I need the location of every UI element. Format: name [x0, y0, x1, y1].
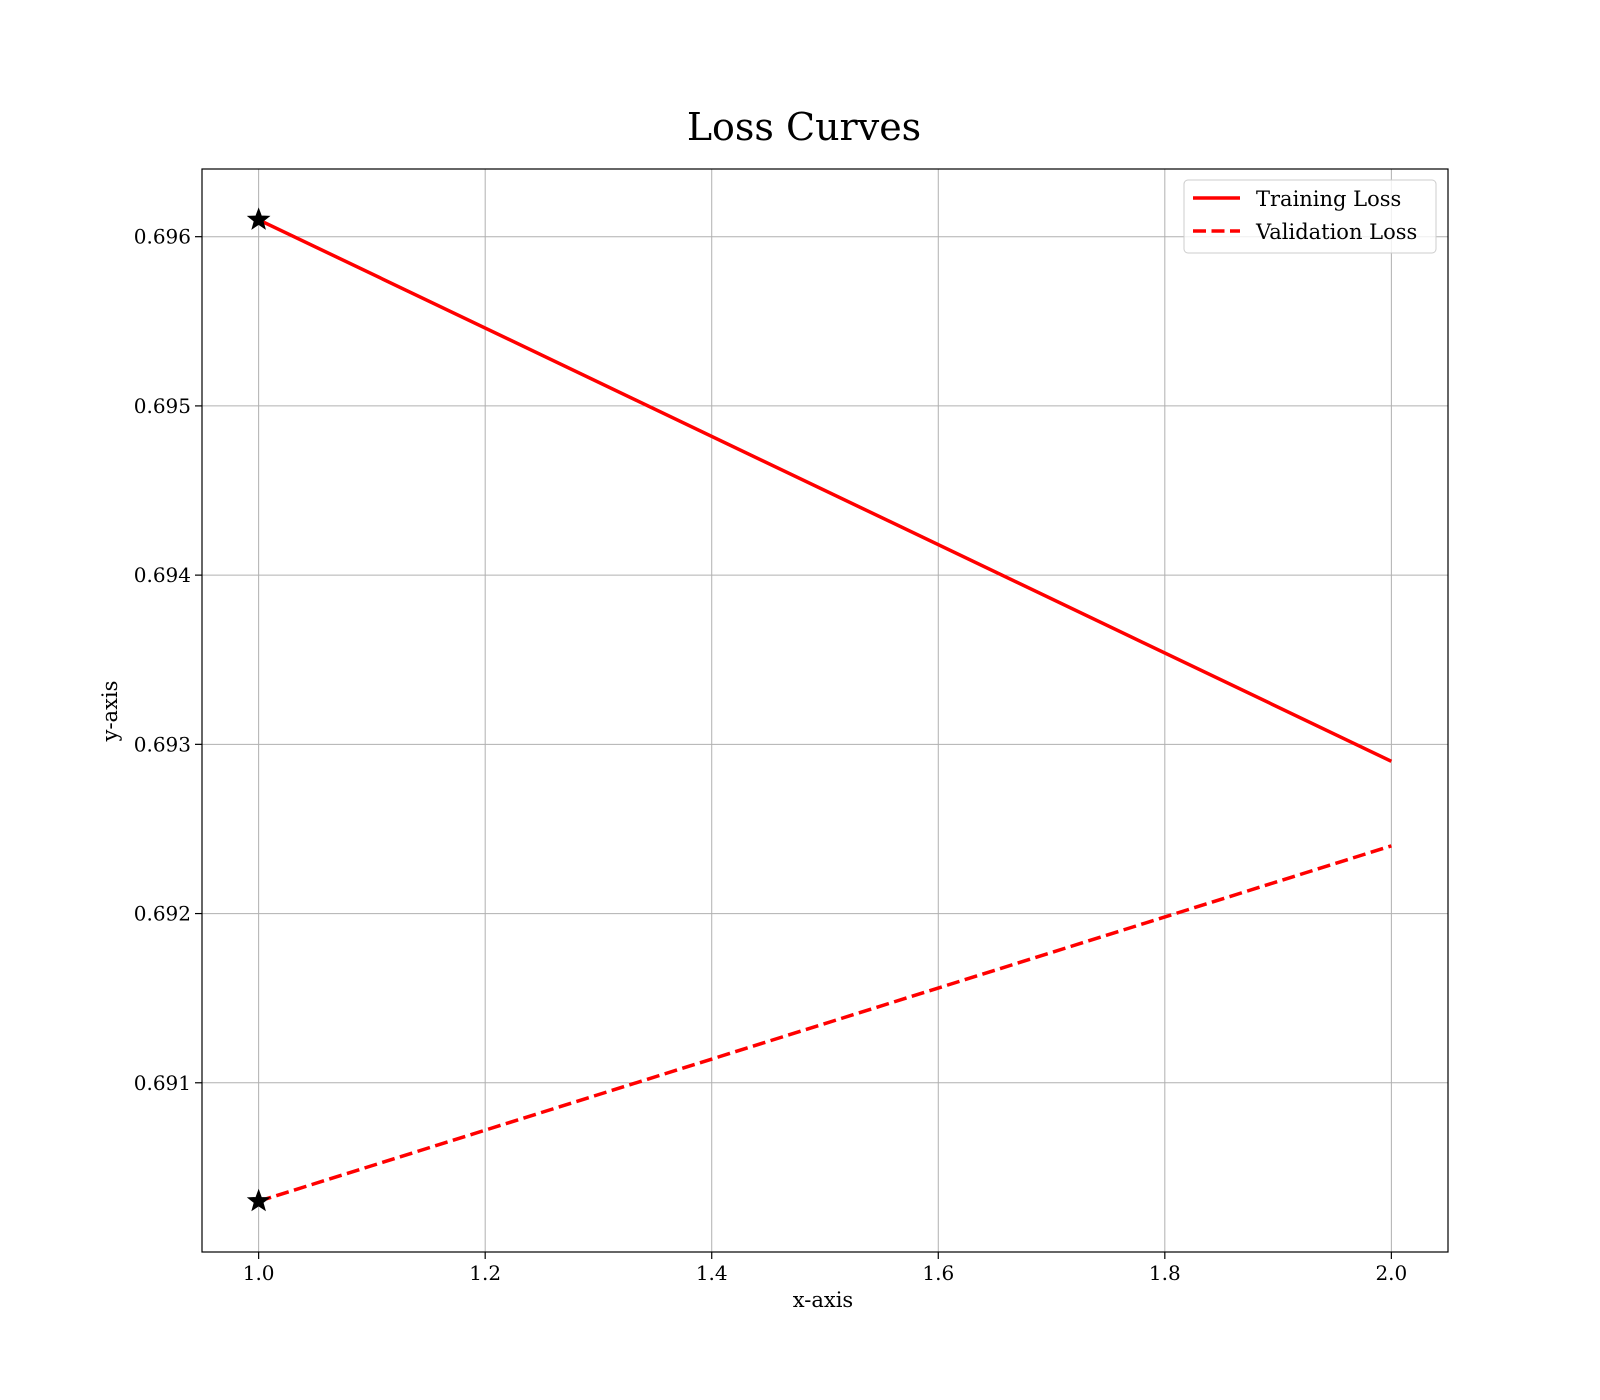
- series-lines: [257, 218, 1393, 1203]
- grid-lines: [202, 169, 1448, 1252]
- x-tick-label: 1.2: [469, 1261, 501, 1285]
- x-tick-label: 1.4: [696, 1261, 728, 1285]
- y-tick-label: 0.695: [134, 394, 191, 418]
- series-line-validation-loss: [258, 844, 1392, 1203]
- x-axis-label: x-axis: [793, 1288, 853, 1312]
- y-tick-label: 0.693: [134, 732, 191, 756]
- x-tick-label: 1.6: [922, 1261, 954, 1285]
- y-tick-label: 0.691: [134, 1071, 191, 1095]
- legend-box: [1183, 179, 1437, 254]
- y-tick-label: 0.694: [134, 563, 191, 587]
- y-axis-ticks: 0.691 0.692 0.693 0.694 0.695 0.696: [134, 225, 202, 1095]
- legend-label-validation-loss: Validation Loss: [1255, 220, 1417, 244]
- data-point-marker-validation-loss: [246, 1188, 271, 1212]
- legend: Training Loss Validation Loss: [1183, 179, 1437, 254]
- series-line-training-loss: [257, 218, 1393, 763]
- x-tick-label: 2.0: [1375, 1261, 1407, 1285]
- x-tick-label: 1.0: [243, 1261, 275, 1285]
- legend-label-training-loss: Training Loss: [1256, 187, 1401, 211]
- data-point-marker-training-loss: [246, 207, 271, 230]
- y-tick-label: 0.696: [134, 225, 191, 249]
- x-tick-label: 1.8: [1149, 1261, 1181, 1285]
- chart-title: Loss Curves: [687, 105, 921, 149]
- data-markers: [246, 207, 271, 1212]
- y-tick-label: 0.692: [134, 902, 191, 926]
- x-axis-ticks: 1.0 1.2 1.4 1.6 1.8 2.0: [243, 1252, 1407, 1285]
- plot-area-frame: [201, 168, 1449, 1253]
- y-axis-label: y-axis: [98, 681, 122, 743]
